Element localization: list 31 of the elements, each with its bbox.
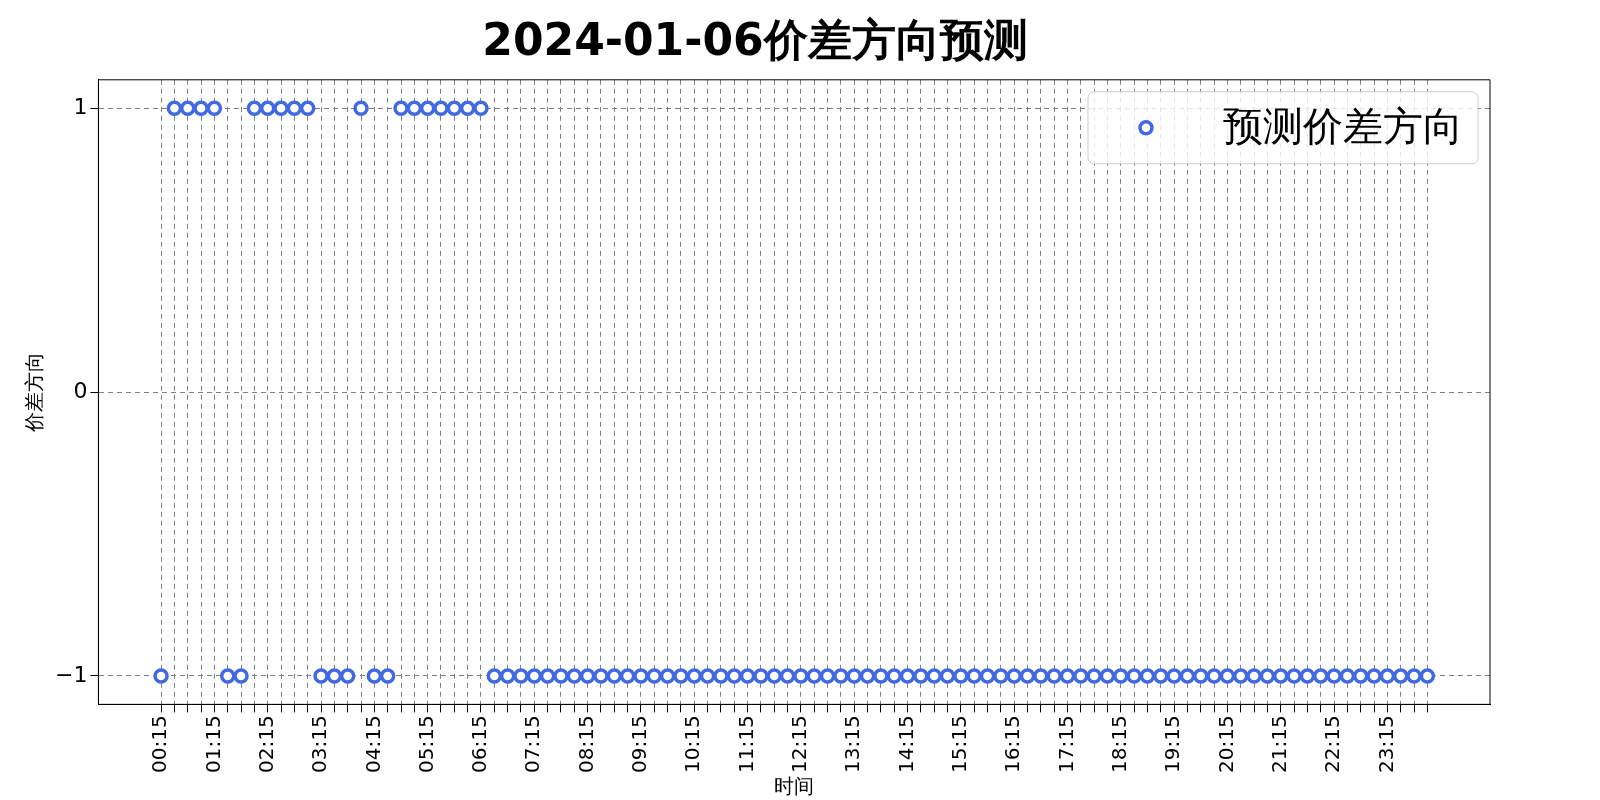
- legend-label: 预测价差方向: [1223, 103, 1463, 150]
- x-tick-label: 02:15: [253, 715, 278, 773]
- y-axis-title: 价差方向: [22, 352, 47, 434]
- x-tick-label: 01:15: [200, 715, 225, 773]
- x-tick-label: 12:15: [787, 715, 812, 773]
- x-tick-label: 05:15: [413, 715, 438, 773]
- x-tick-label: 07:15: [520, 715, 545, 773]
- x-tick-label: 21:15: [1266, 715, 1291, 773]
- chart-title: 2024-01-06价差方向预测: [482, 13, 1028, 65]
- x-tick-label: 09:15: [627, 715, 652, 773]
- x-tick-label: 06:15: [467, 715, 492, 773]
- x-tick-label: 23:15: [1373, 715, 1398, 773]
- x-tick-label: 18:15: [1106, 715, 1131, 773]
- x-tick-label: 19:15: [1160, 715, 1185, 773]
- y-tick-label: 0: [73, 377, 88, 403]
- x-tick-label: 14:15: [893, 715, 918, 773]
- x-tick-label: 13:15: [840, 715, 865, 773]
- x-tick-label: 22:15: [1320, 715, 1345, 773]
- x-tick-label: 16:15: [1000, 715, 1025, 773]
- x-tick-label: 17:15: [1053, 715, 1078, 773]
- y-tick-label: 1: [73, 93, 88, 119]
- x-tick-label: 20:15: [1213, 715, 1238, 773]
- x-tick-label: 11:15: [733, 715, 758, 773]
- x-tick-label: 04:15: [360, 715, 385, 773]
- x-tick-label: 08:15: [573, 715, 598, 773]
- y-tick-label: −1: [54, 661, 88, 687]
- x-axis-title: 时间: [774, 774, 815, 799]
- x-tick-label: 03:15: [307, 715, 332, 773]
- x-tick-label: 10:15: [680, 715, 705, 773]
- x-tick-label: 00:15: [147, 715, 172, 773]
- x-tick-label: 15:15: [947, 715, 972, 773]
